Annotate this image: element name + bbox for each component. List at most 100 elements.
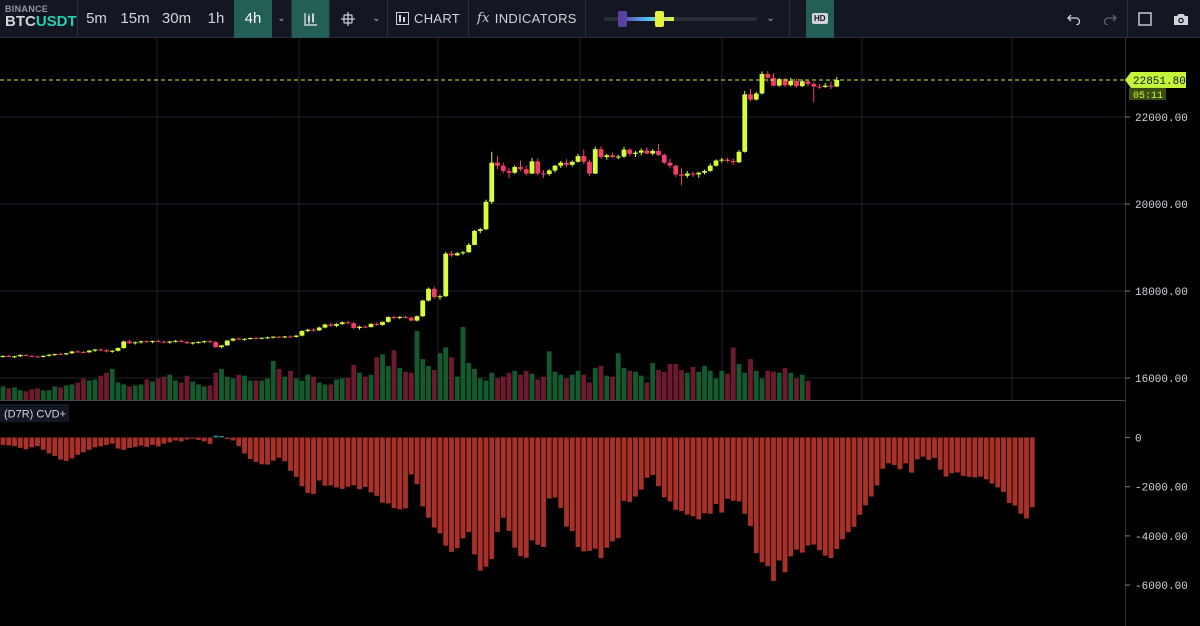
candle-body (201, 341, 207, 343)
volume-bar (184, 375, 190, 400)
volume-bar (598, 365, 604, 400)
symbol-selector[interactable]: BINANCE BTCUSDT (0, 0, 78, 38)
last-price-badge (1125, 71, 1186, 88)
cvd-bar (638, 437, 644, 490)
volume-bar (104, 372, 109, 400)
cvd-bar (610, 437, 615, 542)
cvd-bar (299, 437, 305, 487)
volume-bar (293, 378, 299, 400)
cvd-bar (909, 437, 914, 473)
candle-body (328, 324, 334, 326)
volume-bar (776, 372, 782, 400)
candle-body (259, 337, 265, 339)
cvd-bar (857, 437, 863, 515)
cvd-bar (863, 437, 868, 506)
candle-body (518, 167, 523, 170)
timeframe-15m[interactable]: 15m (120, 10, 150, 27)
cvd-bar (357, 437, 362, 490)
candlestick-chart-icon[interactable] (292, 0, 330, 38)
candle-body (644, 150, 650, 154)
cvd-bar (512, 437, 518, 548)
candle-body (144, 341, 150, 343)
timeframe-5m[interactable]: 5m (86, 10, 107, 27)
color-slider[interactable] (603, 10, 757, 27)
volume-bar (63, 385, 69, 400)
hd-toggle[interactable]: HD (805, 0, 834, 38)
cvd-bar (920, 437, 926, 457)
slider-dropdown-icon[interactable]: ⌄ (766, 13, 775, 24)
crosshair-dropdown-icon[interactable]: ⌄ (366, 0, 388, 38)
timeframe-dropdown-icon[interactable]: ⌄ (272, 0, 292, 38)
candle-body (374, 323, 380, 325)
indicator-label: (D7R) CVD+ (4, 409, 66, 421)
cvd-bar (144, 437, 150, 447)
candle-body (650, 150, 656, 154)
cvd-bar (730, 437, 736, 501)
candle-body (512, 167, 518, 173)
timeframe-4h[interactable]: 4h (234, 0, 272, 38)
volume-bar (282, 376, 288, 400)
undo-icon[interactable] (1056, 0, 1092, 38)
volume-bar (230, 378, 236, 400)
cvd-bar (242, 437, 247, 454)
indicators-button[interactable]: fx INDICATORS (469, 0, 586, 38)
volume-bar (431, 369, 437, 400)
volume-bar (472, 368, 477, 400)
cvd-bar (63, 437, 69, 461)
slider-handle-left[interactable] (617, 10, 627, 27)
volume-bar (253, 380, 259, 400)
timeframe-1h[interactable]: 1h (207, 10, 225, 27)
cvd-bar (966, 437, 972, 477)
candle-body (40, 355, 46, 357)
candle-body (449, 253, 454, 256)
volume-bar (213, 372, 219, 400)
candle-body (805, 81, 811, 84)
candle-body (293, 335, 299, 337)
candle-body (270, 336, 276, 338)
slider-handle-right[interactable] (654, 10, 664, 27)
cvd-bar (868, 437, 874, 497)
cvd-bar (224, 437, 230, 439)
timeframe-30m[interactable]: 30m (161, 10, 192, 27)
candle-body (184, 341, 190, 344)
volume-bar (736, 363, 742, 400)
candle-body (661, 154, 667, 163)
cvd-bar (851, 437, 857, 527)
candle-body (230, 338, 236, 341)
redo-icon[interactable] (1092, 0, 1128, 38)
volume-bar (489, 372, 495, 400)
symbol-quote: USDT (35, 12, 77, 30)
chart-settings-button[interactable]: CHART (388, 0, 470, 38)
candle-body (207, 341, 213, 343)
chart-area[interactable]: (D7R) CVD+ 16000.00 18000.00 20000.00 22000.… (0, 38, 1200, 626)
countdown-badge (1129, 87, 1166, 100)
fullscreen-icon[interactable] (1128, 0, 1162, 38)
candle-body (138, 341, 144, 343)
cvd-bar (247, 437, 253, 459)
candle-body (190, 342, 196, 344)
volume-bar (362, 376, 368, 400)
volume-bar (650, 363, 656, 400)
candle-body (684, 173, 690, 176)
indicator-label-bg (0, 404, 69, 422)
cvd-bar (345, 437, 351, 487)
cvd-bar (776, 437, 782, 561)
cvd-bar (52, 437, 58, 456)
cvd-bar (207, 437, 213, 444)
volume-bar (627, 370, 633, 400)
cvd-bar (150, 437, 155, 445)
volume-bar (569, 374, 575, 400)
volume-bar (196, 384, 201, 400)
cvd-bar (362, 437, 368, 487)
cvd-bar (201, 437, 207, 442)
volume-bar (391, 350, 397, 400)
candle-body (736, 151, 742, 163)
camera-icon[interactable] (1162, 0, 1200, 38)
volume-bar (270, 361, 276, 400)
volume-bar (23, 391, 29, 400)
crosshair-icon[interactable] (330, 0, 366, 38)
candle-body (799, 81, 805, 87)
candle-body (23, 354, 29, 356)
cvd-bar (759, 437, 765, 563)
cvd-bar (109, 437, 115, 444)
